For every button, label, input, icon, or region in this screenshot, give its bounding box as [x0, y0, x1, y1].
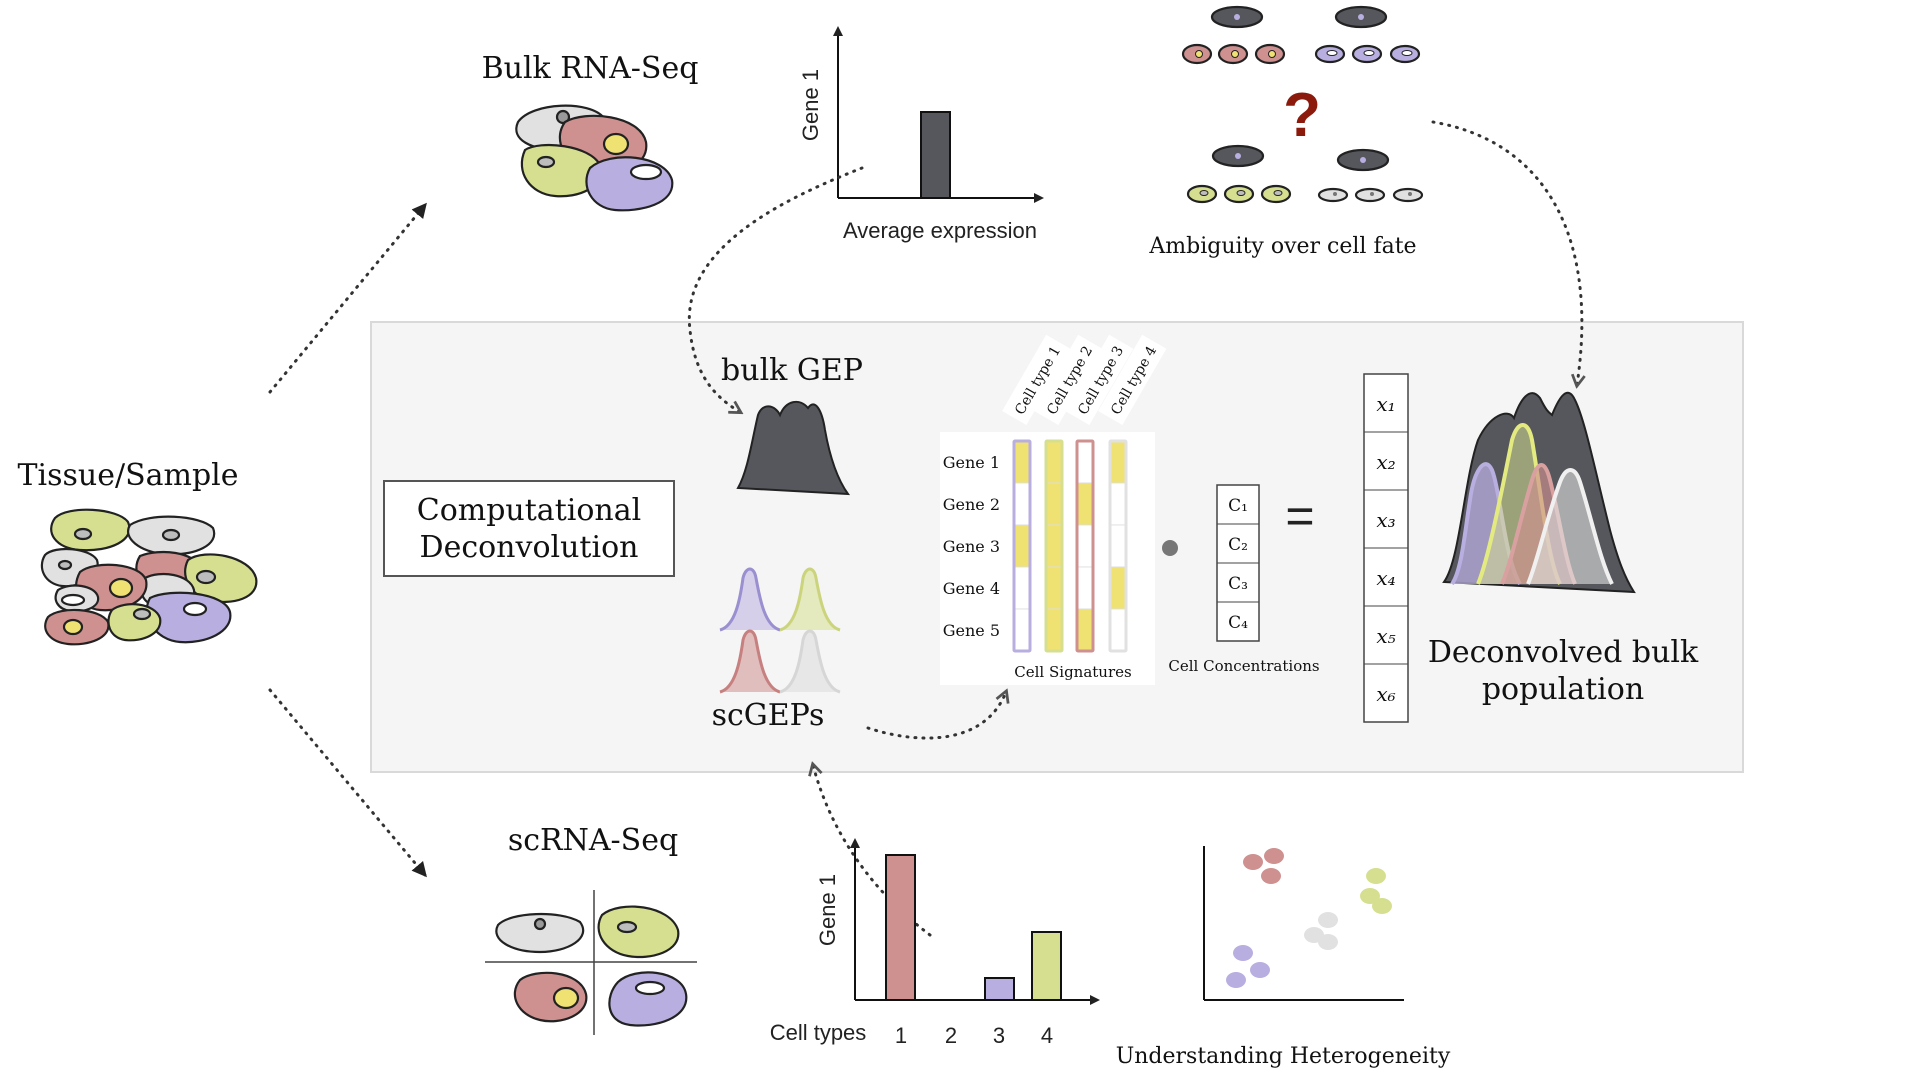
sc-tick-4: 4 [1041, 1023, 1053, 1048]
result-vector: x₁ x₂ x₃ x₄ x₅ x₆ [1363, 373, 1409, 723]
scgeps-icon [719, 567, 841, 694]
concentration-value: C₂ [1228, 535, 1248, 555]
dot-product-icon [1162, 540, 1178, 556]
concentration-value: C₃ [1228, 574, 1248, 594]
signature-column [1044, 439, 1064, 653]
signature-row-label: Gene 2 [943, 495, 1000, 514]
arrow-bulk-to-gep [687, 166, 864, 412]
sc-seq-label: scRNA-Seq [508, 823, 678, 858]
deconvolution-label-line2: Deconvolution [420, 530, 639, 565]
result-value: x₃ [1376, 508, 1395, 532]
result-value: x₄ [1376, 566, 1395, 590]
sc-bar-4 [1031, 931, 1062, 1001]
scgeps-label: scGEPs [712, 698, 825, 733]
sc-bar-3 [984, 977, 1015, 1001]
bulk-cells-icon [515, 104, 674, 212]
deconvolved-population-icon [1442, 391, 1636, 594]
deconvolution-label-line1: Computational [417, 493, 641, 528]
arrow-sc-to-scgeps [813, 765, 932, 937]
tissue-cells-icon [40, 508, 258, 646]
arrow-to-sc [268, 688, 427, 878]
bulk-gep-icon [736, 400, 851, 496]
sc-expression-chart: Gene 1 Cell types 1 2 3 4 [770, 838, 1100, 1048]
bulk-seq-label: Bulk RNA-Seq [482, 51, 699, 86]
result-label-line1: Deconvolved bulk [1428, 635, 1699, 670]
bulk-gep-label: bulk GEP [721, 353, 863, 388]
signature-row-label: Gene 4 [943, 579, 1000, 598]
heterogeneity-label: Understanding Heterogeneity [1116, 1044, 1451, 1069]
signature-row-label: Gene 3 [943, 537, 1000, 556]
result-value: x₆ [1376, 682, 1395, 706]
sc-tick-3: 3 [993, 1023, 1005, 1048]
signature-row-label: Gene 1 [943, 453, 1000, 472]
question-mark: ? [1283, 81, 1321, 150]
sc-cells-icon [485, 890, 697, 1035]
ambiguity-icon: ? [1181, 5, 1424, 204]
concentrations-vector: C₁ C₂ C₃ C₄ Cell Concentrations [1168, 484, 1320, 675]
signature-row-label: Gene 5 [943, 621, 1000, 640]
result-label-line2: population [1482, 672, 1644, 707]
result-value: x₂ [1376, 450, 1395, 474]
sc-bar-1 [885, 854, 916, 1001]
bulk-chart-xlabel: Average expression [843, 218, 1037, 243]
signature-column [1075, 439, 1095, 653]
arrow-to-bulk [268, 202, 427, 394]
arrow-scgeps-to-signatures [866, 692, 1006, 740]
concentration-value: C₁ [1228, 496, 1248, 516]
heterogeneity-scatter [1203, 846, 1404, 1001]
sc-chart-xlabel: Cell types [770, 1020, 867, 1045]
cell-signatures-label: Cell Signatures [1014, 663, 1131, 681]
result-value: x₁ [1376, 392, 1395, 416]
arrow-ambiguity-to-result [1431, 120, 1582, 385]
signature-column [1012, 439, 1032, 653]
bulk-bar [920, 111, 951, 199]
cell-concentrations-label: Cell Concentrations [1168, 657, 1319, 675]
sc-chart-ylabel: Gene 1 [815, 874, 840, 946]
ambiguity-label: Ambiguity over cell fate [1148, 234, 1416, 259]
signature-column [1108, 439, 1128, 653]
equals-sign: = [1285, 488, 1314, 544]
sc-tick-1: 1 [895, 1023, 907, 1048]
concentration-value: C₄ [1228, 613, 1248, 633]
bulk-expression-chart: Gene 1 Average expression [798, 26, 1044, 243]
result-value: x₅ [1376, 624, 1395, 648]
bulk-chart-ylabel: Gene 1 [798, 69, 823, 141]
tissue-label: Tissue/Sample [17, 458, 238, 493]
sc-tick-2: 2 [945, 1023, 957, 1048]
deconvolution-box [383, 480, 675, 577]
